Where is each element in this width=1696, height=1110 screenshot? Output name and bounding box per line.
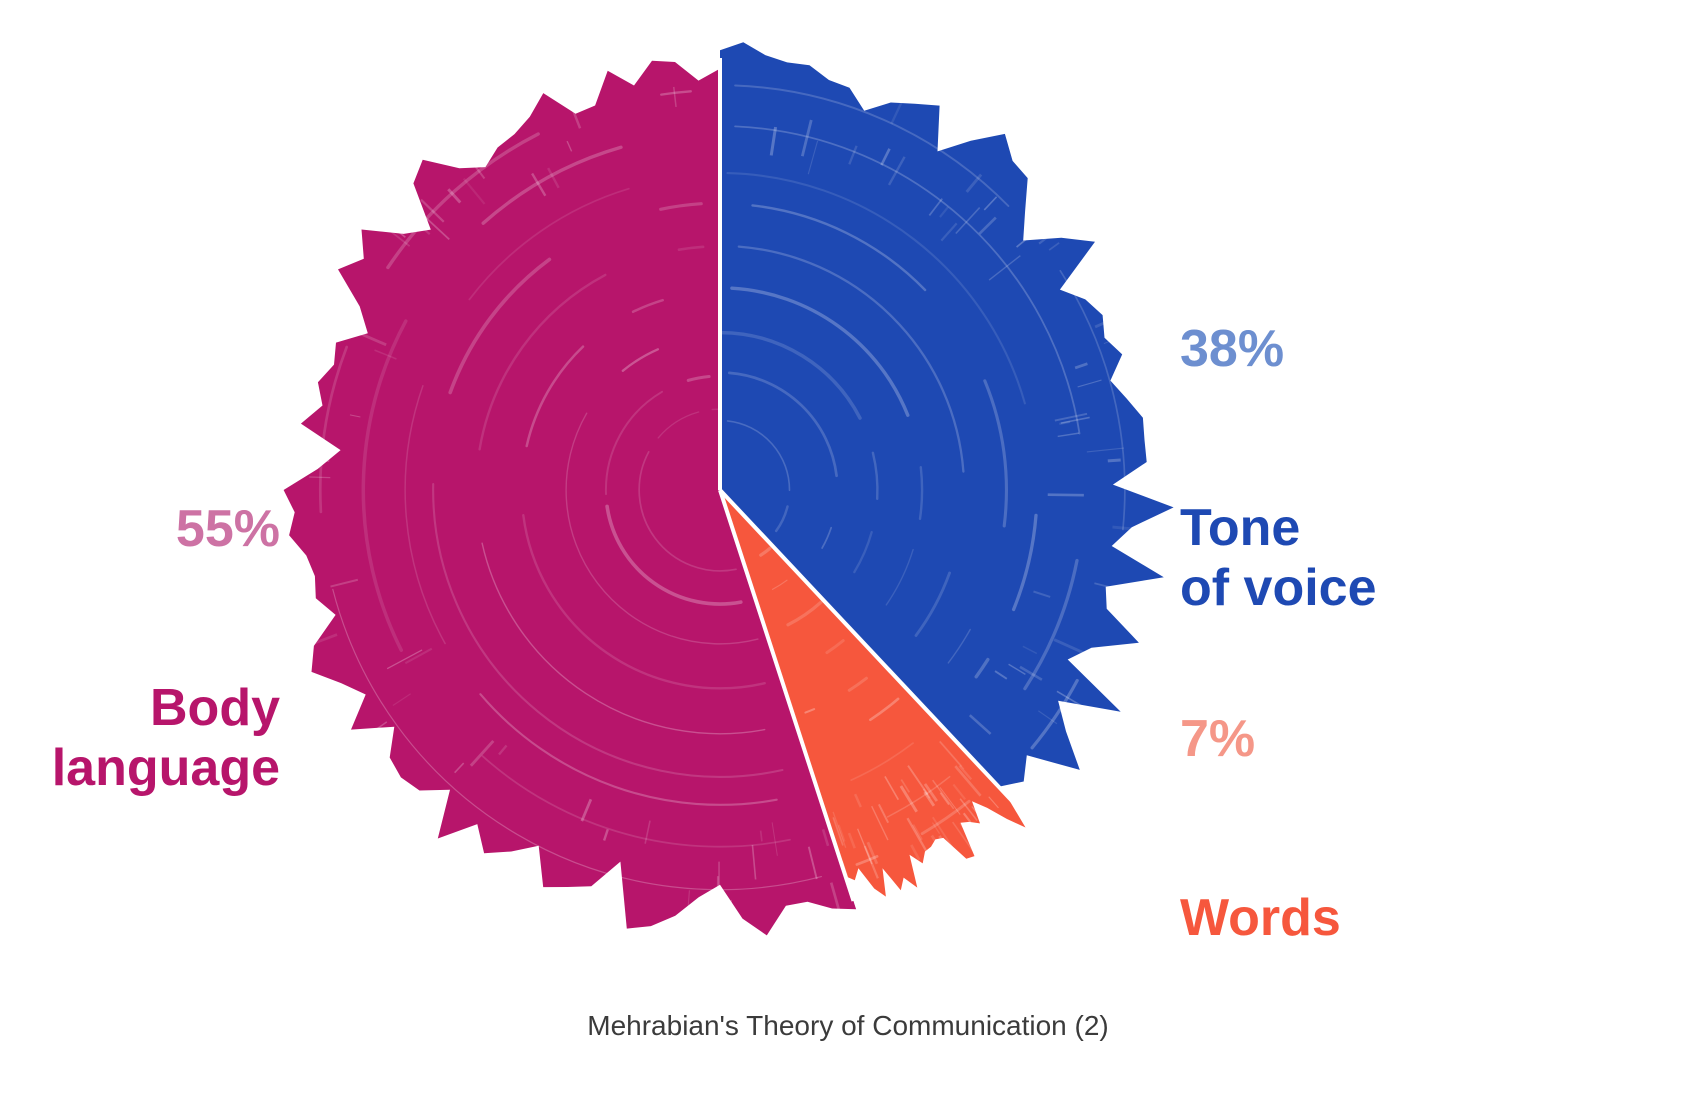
slice-label-words: 7% Words — [1180, 590, 1341, 1068]
slice-percent-tone: 38% — [1180, 320, 1377, 380]
slice-percent-words: 7% — [1180, 710, 1341, 770]
slice-name-words: Words — [1180, 889, 1341, 949]
slice-label-body: 55% Body language — [52, 380, 280, 918]
pie-chart-container: 38% Tone of voice 7% Words 55% Body lang… — [0, 0, 1696, 1110]
slice-name-body: Body language — [52, 679, 280, 799]
chart-caption: Mehrabian's Theory of Communication (2) — [0, 1010, 1696, 1042]
slice-percent-body: 55% — [52, 500, 280, 560]
